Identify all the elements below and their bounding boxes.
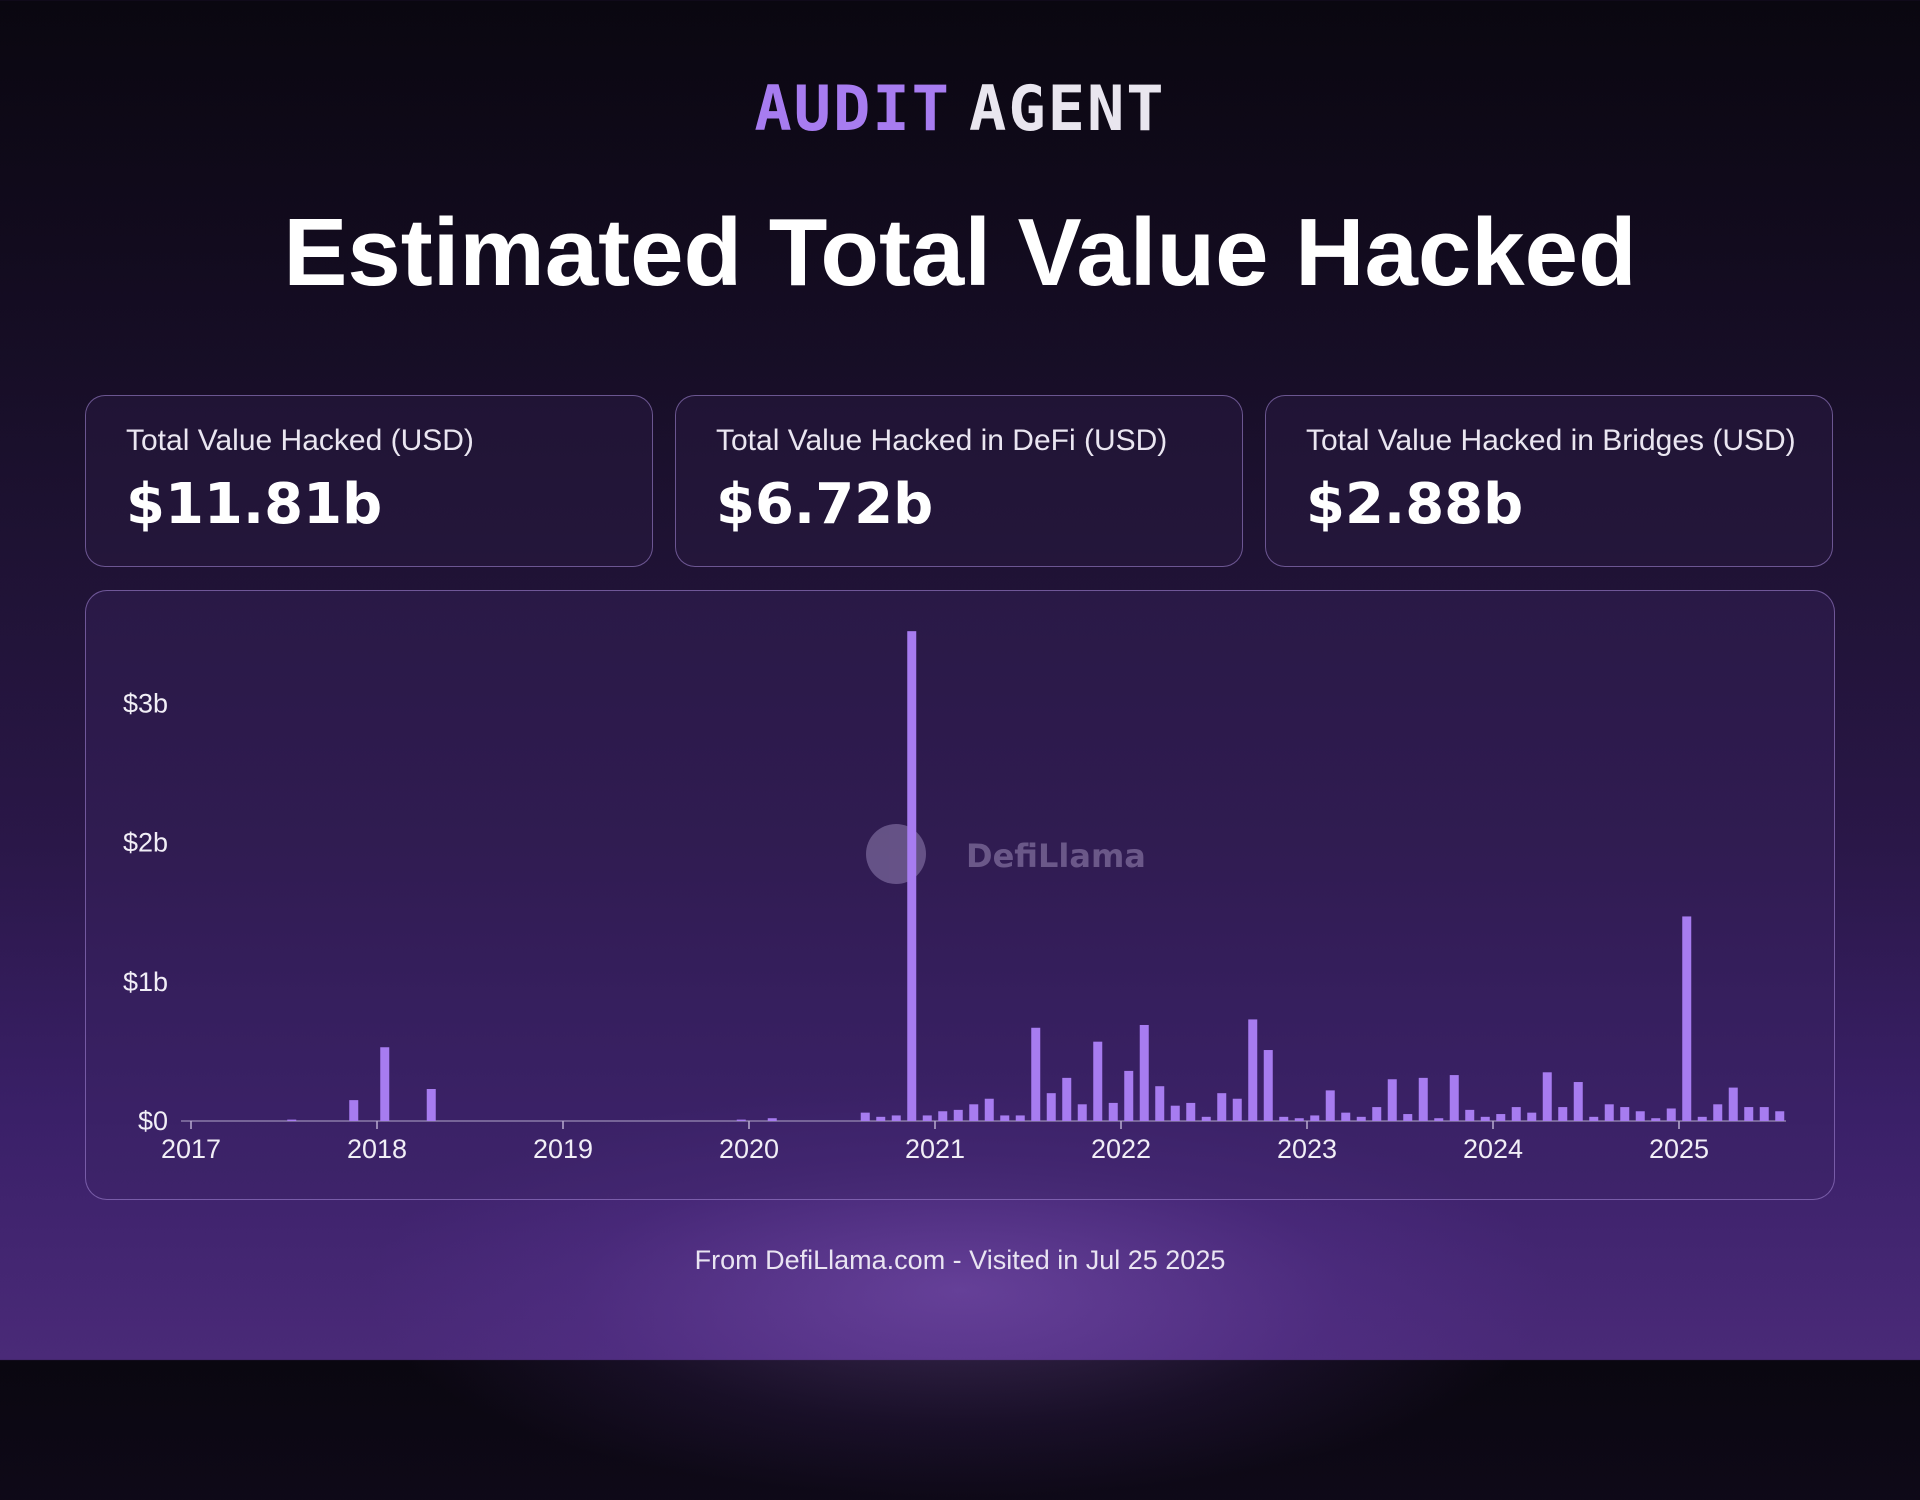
bar	[953, 1109, 963, 1121]
bar	[1294, 1118, 1304, 1121]
stat-card-label: Total Value Hacked in Bridges (USD)	[1306, 424, 1796, 457]
bar	[1465, 1109, 1475, 1121]
bar	[1356, 1116, 1366, 1121]
bar	[1542, 1072, 1552, 1121]
bar	[1635, 1111, 1645, 1121]
y-tick-label: $3b	[123, 689, 168, 719]
bar	[1077, 1104, 1087, 1121]
bar	[1434, 1118, 1444, 1121]
bar	[1217, 1093, 1227, 1121]
bar	[1232, 1098, 1242, 1121]
bar	[1651, 1118, 1661, 1121]
bar	[860, 1112, 870, 1121]
bar	[938, 1111, 948, 1121]
bar	[1170, 1105, 1180, 1121]
x-tick-label: 2022	[1091, 1134, 1151, 1164]
bar	[1697, 1116, 1707, 1121]
stat-card-value: $2.88b	[1306, 472, 1524, 537]
bar	[1248, 1019, 1258, 1121]
x-tick-label: 2025	[1649, 1134, 1709, 1164]
bar	[922, 1115, 932, 1121]
bar	[1263, 1050, 1273, 1121]
bar	[891, 1115, 901, 1121]
bar	[1372, 1107, 1382, 1121]
bar	[1310, 1115, 1320, 1121]
bar	[1728, 1087, 1738, 1121]
bar	[1449, 1075, 1459, 1121]
bar	[1744, 1107, 1754, 1121]
bar	[1062, 1077, 1072, 1121]
bar	[1418, 1077, 1428, 1121]
brand-agent: AGENT	[969, 72, 1166, 145]
bar	[1093, 1041, 1103, 1121]
brand-audit: AUDIT	[754, 72, 951, 145]
bar	[1031, 1027, 1041, 1121]
stat-card-total: Total Value Hacked (USD) $11.81b	[85, 395, 653, 567]
bar	[876, 1116, 886, 1121]
chart-panel: DefiLlama $0 $1b $2b $3b 2017 2018 2019 2020 2021…	[85, 590, 1835, 1200]
x-tick-label: 2017	[161, 1134, 221, 1164]
bar	[1496, 1114, 1506, 1121]
bar	[1682, 916, 1692, 1121]
brand-logo: AUDIT AGENT	[0, 72, 1920, 145]
bar	[1666, 1108, 1676, 1121]
bar	[1775, 1111, 1785, 1121]
bar	[1558, 1107, 1568, 1121]
x-tick-label: 2021	[905, 1134, 965, 1164]
x-tick-label: 2018	[347, 1134, 407, 1164]
bar	[1403, 1114, 1413, 1121]
hacks-bar-chart: DefiLlama $0 $1b $2b $3b 2017 2018 2019 2020 2021…	[123, 631, 1786, 1164]
bar	[984, 1098, 994, 1121]
y-tick-label: $1b	[123, 967, 168, 997]
y-tick-label: $2b	[123, 828, 168, 858]
watermark-text: DefiLlama	[966, 837, 1146, 875]
bar	[1604, 1104, 1614, 1121]
bar	[1589, 1116, 1599, 1121]
stat-card-label: Total Value Hacked (USD)	[126, 424, 474, 457]
bar	[1620, 1107, 1630, 1121]
bar	[1713, 1104, 1723, 1121]
bar	[349, 1100, 359, 1121]
stat-card-value: $11.81b	[126, 472, 383, 537]
bar	[767, 1118, 777, 1121]
page-title: Estimated Total Value Hacked	[283, 199, 1637, 306]
bar	[1480, 1116, 1490, 1121]
bar	[1759, 1107, 1769, 1121]
bar	[1341, 1112, 1351, 1121]
bar	[1527, 1112, 1537, 1121]
x-tick-label: 2023	[1277, 1134, 1337, 1164]
bar	[1511, 1107, 1521, 1121]
bar	[287, 1119, 297, 1121]
bar	[1387, 1079, 1397, 1121]
bar	[907, 631, 917, 1121]
x-tick-label: 2024	[1463, 1134, 1523, 1164]
bar	[1325, 1090, 1335, 1121]
bar	[1279, 1116, 1289, 1121]
stat-card-defi: Total Value Hacked in DeFi (USD) $6.72b	[675, 395, 1243, 567]
bar	[1155, 1086, 1165, 1121]
stat-card-bridges: Total Value Hacked in Bridges (USD) $2.8…	[1265, 395, 1833, 567]
llama-icon	[866, 824, 926, 884]
stat-card-value: $6.72b	[716, 472, 934, 537]
x-tick-label: 2020	[719, 1134, 779, 1164]
bar	[1186, 1102, 1196, 1121]
bar	[380, 1047, 390, 1121]
bar	[736, 1119, 746, 1121]
bar	[426, 1088, 436, 1121]
x-tick-label: 2019	[533, 1134, 593, 1164]
bar	[1201, 1116, 1211, 1121]
bar	[1015, 1115, 1025, 1121]
bar	[1046, 1093, 1056, 1121]
bar	[1108, 1102, 1118, 1121]
bar	[1124, 1070, 1134, 1121]
source-footer: From DefiLlama.com - Visited in Jul 25 2…	[694, 1245, 1226, 1275]
y-tick-label: $0	[138, 1106, 168, 1136]
bar	[1139, 1024, 1149, 1121]
stat-card-label: Total Value Hacked in DeFi (USD)	[716, 424, 1168, 457]
bar	[1573, 1082, 1583, 1121]
bar	[1000, 1115, 1010, 1121]
bar	[969, 1104, 979, 1121]
